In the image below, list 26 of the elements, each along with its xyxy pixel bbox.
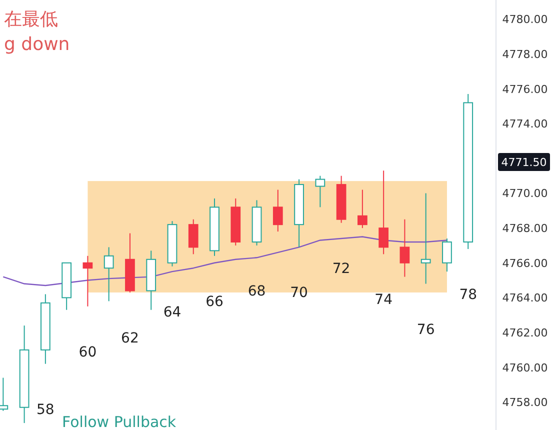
y-tick-label: 4760.00	[502, 361, 548, 374]
x-tick-label: 78	[459, 286, 478, 303]
x-tick-label: 66	[206, 294, 224, 310]
y-tick-label: 4766.00	[502, 256, 548, 270]
x-tick-label: 60	[78, 344, 97, 360]
y-tick-label: 4774.00	[502, 118, 548, 131]
y-tick-label: 4764.00	[502, 292, 548, 305]
x-tick-label: 58	[36, 402, 54, 418]
y-tick-label: 4770.00	[502, 187, 548, 200]
x-tick-label: 62	[121, 330, 139, 346]
x-tick-label: 68	[248, 283, 266, 300]
x-tick-label: 70	[290, 285, 308, 302]
annotation: 在最低	[4, 9, 58, 30]
price-tag: 4771.50	[498, 153, 550, 171]
x-tick-label: 76	[416, 322, 435, 338]
x-tick-label: 74	[374, 292, 393, 308]
y-tick-label: 4780.00	[502, 13, 548, 26]
x-tick-label: 72	[332, 260, 350, 277]
y-tick-label: 4758.00	[502, 396, 548, 410]
y-tick-label: 4776.00	[502, 82, 548, 96]
y-tick-label: 4762.00	[502, 326, 548, 340]
annotation: Follow Pullback	[62, 413, 176, 430]
x-tick-label: 64	[163, 304, 182, 320]
y-tick-label: 4778.00	[502, 48, 548, 61]
annotation: g down	[4, 34, 70, 55]
y-tick-label: 4768.00	[502, 222, 548, 236]
